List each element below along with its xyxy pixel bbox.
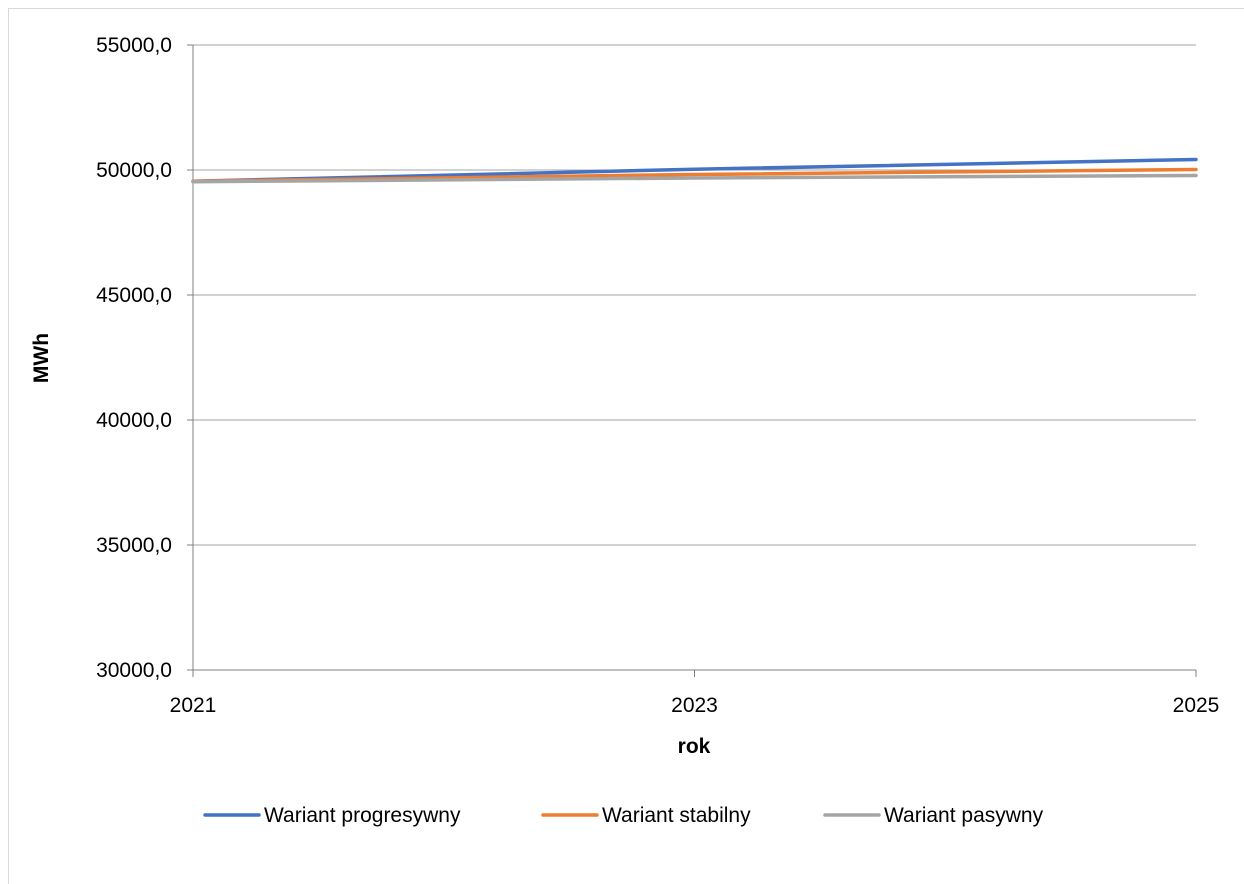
y-tick-label: 30000,0 xyxy=(96,659,172,682)
legend: Wariant progresywny Wariant stabilny Waria… xyxy=(203,804,1044,827)
legend-label: Wariant progresywny xyxy=(264,804,461,827)
chart-frame xyxy=(8,8,1244,884)
axes xyxy=(187,44,1197,677)
y-tick-label: 45000,0 xyxy=(96,284,172,307)
series-line-3 xyxy=(191,173,1198,184)
series-lines xyxy=(191,157,1198,184)
x-tick-label: 2023 xyxy=(671,694,718,717)
y-tick-label: 50000,0 xyxy=(96,159,172,182)
y-tick-label: 55000,0 xyxy=(96,34,172,57)
x-tick-label: 2025 xyxy=(1173,694,1220,717)
x-tick-label: 2021 xyxy=(170,694,217,717)
gridlines xyxy=(193,44,1196,546)
x-axis-title: rok xyxy=(678,735,711,758)
legend-label: Wariant stabilny xyxy=(602,804,751,827)
legend-label: Wariant pasywny xyxy=(884,804,1044,827)
y-tick-label: 35000,0 xyxy=(96,534,172,557)
y-axis-title: MWh xyxy=(30,333,53,383)
y-tick-label: 40000,0 xyxy=(96,409,172,432)
x-tick-labels: 2021 2023 2025 xyxy=(170,694,1220,717)
y-tick-labels: 30000,0 35000,0 40000,0 45000,0 50000,0 55000… xyxy=(96,34,172,682)
